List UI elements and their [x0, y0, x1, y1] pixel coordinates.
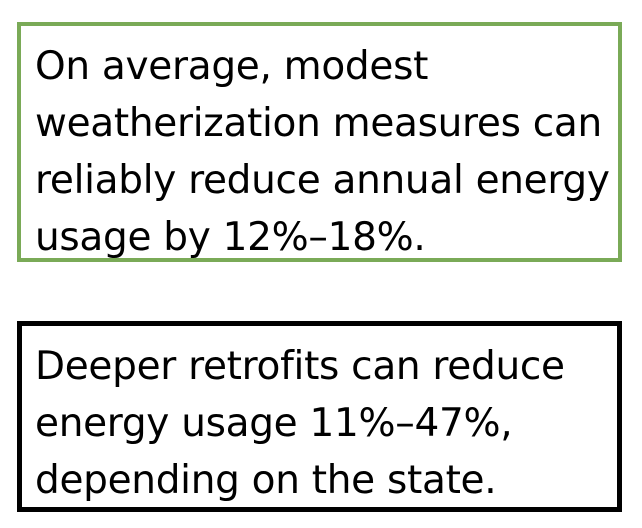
- weatherization-callout-line: On average, modest: [35, 44, 429, 89]
- weatherization-callout-line: reliably reduce annual energy: [35, 158, 610, 203]
- retrofits-callout-box: Deeper retrofits can reduce energy usage…: [17, 321, 622, 512]
- weatherization-callout-box: On average, modest weatherization measur…: [17, 22, 622, 262]
- retrofits-callout-line: depending on the state.: [35, 458, 497, 503]
- retrofits-callout-line: energy usage 11%–47%,: [35, 401, 513, 446]
- weatherization-callout-line: usage by 12%–18%.: [35, 215, 426, 260]
- weatherization-callout-line: weatherization measures can: [35, 101, 602, 146]
- retrofits-callout-line: Deeper retrofits can reduce: [35, 344, 565, 389]
